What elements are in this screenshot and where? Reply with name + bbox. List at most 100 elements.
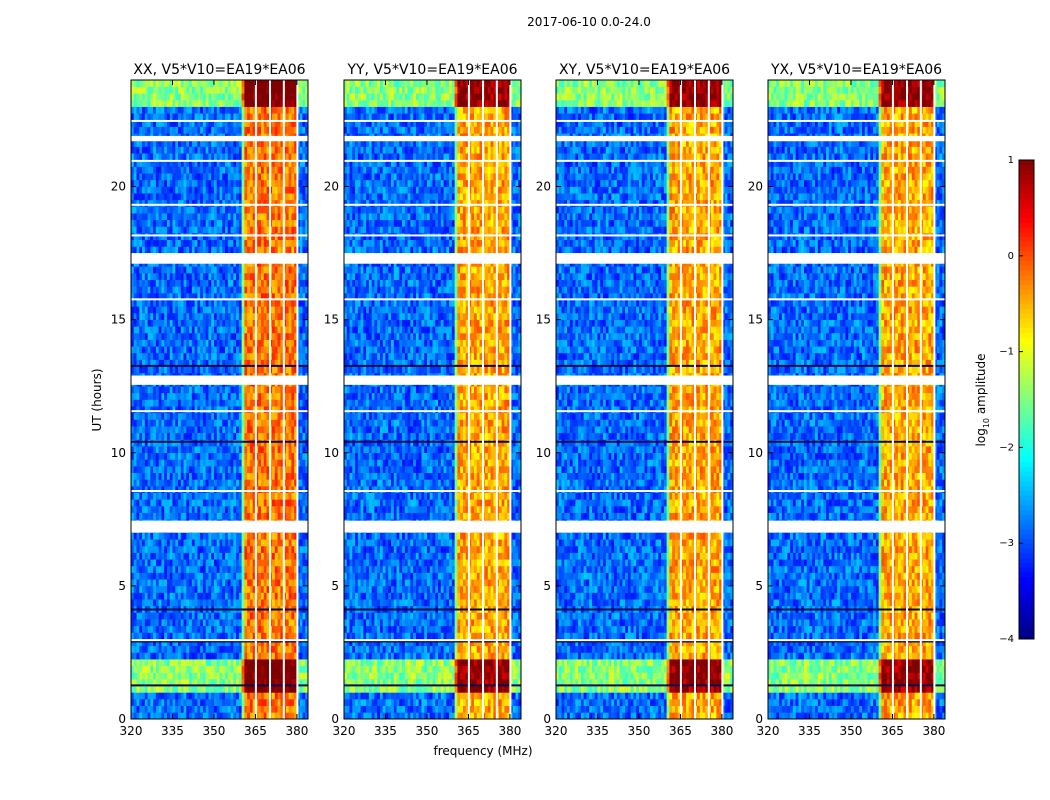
heatmap-cell xyxy=(200,545,204,553)
heatmap-cell xyxy=(244,499,248,507)
heatmap-cell xyxy=(183,512,187,520)
heatmap-cell xyxy=(169,672,173,680)
heatmap-cell xyxy=(216,386,220,394)
heatmap-cell xyxy=(230,639,234,647)
heatmap-cell xyxy=(227,559,231,567)
heatmap-cell xyxy=(197,512,201,520)
heatmap-cell xyxy=(183,266,187,274)
heatmap-cell xyxy=(197,213,201,221)
heatmap-cell xyxy=(288,312,292,320)
heatmap-cell xyxy=(200,213,204,221)
heatmap-cell xyxy=(175,392,179,400)
heatmap-cell xyxy=(144,392,148,400)
heatmap-cell xyxy=(136,279,140,287)
heatmap-cell xyxy=(150,679,154,687)
heatmap-cell xyxy=(280,559,284,567)
heatmap-cell xyxy=(208,632,212,640)
heatmap-cell xyxy=(189,399,193,407)
heatmap-cell xyxy=(133,592,137,600)
heatmap-cell xyxy=(131,279,135,287)
heatmap-cell xyxy=(208,419,212,427)
heatmap-cell xyxy=(191,213,195,221)
heatmap-cell xyxy=(266,579,270,587)
heatmap-cell xyxy=(266,672,270,680)
heatmap-cell xyxy=(272,632,276,640)
heatmap-cell xyxy=(178,486,182,493)
heatmap-cell xyxy=(131,652,135,660)
heatmap-cell xyxy=(255,286,259,294)
heatmap-cell xyxy=(233,359,237,367)
heatmap-cell xyxy=(299,199,303,207)
heatmap-cell xyxy=(133,506,137,513)
heatmap-cell xyxy=(208,386,212,394)
heatmap-cell xyxy=(158,206,162,214)
heatmap-cell xyxy=(205,466,209,474)
heatmap-cell xyxy=(183,199,187,207)
heatmap-cell xyxy=(233,332,237,340)
heatmap-cell xyxy=(175,612,179,620)
heatmap-cell xyxy=(202,293,206,300)
heatmap-cell xyxy=(211,399,215,407)
heatmap-cell xyxy=(186,545,190,553)
heatmap-cell xyxy=(194,446,198,454)
heatmap-cell xyxy=(211,532,215,540)
heatmap-cell xyxy=(266,266,270,274)
heatmap-cell xyxy=(200,279,204,287)
heatmap-cell xyxy=(249,705,253,713)
heatmap-cell xyxy=(131,685,135,693)
heatmap-cell xyxy=(142,572,146,580)
heatmap-cell xyxy=(180,219,184,227)
heatmap-cell xyxy=(252,479,256,487)
heatmap-cell xyxy=(180,273,184,280)
heatmap-cell xyxy=(166,432,171,440)
heatmap-cell xyxy=(172,499,176,507)
heatmap-cell xyxy=(274,612,278,620)
heatmap-cell xyxy=(183,432,187,440)
heatmap-cell xyxy=(205,599,209,607)
heatmap-cell xyxy=(200,579,204,587)
heatmap-cell xyxy=(285,346,289,354)
heatmap-cell xyxy=(299,319,303,327)
heatmap-cell xyxy=(238,399,242,407)
heatmap-cell xyxy=(222,459,226,467)
heatmap-cell xyxy=(274,339,278,347)
heatmap-cell xyxy=(186,652,190,660)
heatmap-cell xyxy=(260,492,265,500)
heatmap-cell xyxy=(227,326,231,334)
heatmap-cell xyxy=(175,559,179,567)
heatmap-cell xyxy=(133,446,137,454)
heatmap-cell xyxy=(249,552,253,560)
heatmap-cell xyxy=(194,279,198,287)
heatmap-cell xyxy=(142,552,146,560)
heatmap-cell xyxy=(183,479,187,487)
heatmap-cell xyxy=(252,512,256,520)
heatmap-cell xyxy=(225,665,229,673)
heatmap-cell xyxy=(158,479,162,487)
heatmap-cell xyxy=(153,406,157,414)
heatmap-cell xyxy=(233,312,237,320)
heatmap-cell xyxy=(272,446,276,454)
heatmap-cell xyxy=(150,632,154,640)
heatmap-cell xyxy=(147,306,151,314)
heatmap-cell xyxy=(277,612,281,620)
heatmap-cell xyxy=(277,506,281,513)
heatmap-cell xyxy=(288,386,292,394)
heatmap-cell xyxy=(189,213,193,221)
heatmap-cell xyxy=(155,326,159,334)
heatmap-cell xyxy=(233,213,237,221)
heatmap-cell xyxy=(233,592,237,600)
heatmap-cell xyxy=(302,432,306,440)
heatmap-cell xyxy=(288,692,292,700)
heatmap-cell xyxy=(208,665,212,673)
heatmap-cell xyxy=(180,306,184,314)
heatmap-cell xyxy=(150,432,154,440)
heatmap-cell xyxy=(260,226,265,234)
heatmap-cell xyxy=(208,492,212,500)
heatmap-cell xyxy=(258,486,262,493)
heatmap-cell xyxy=(244,492,248,500)
heatmap-cell xyxy=(263,213,267,221)
heatmap-cell xyxy=(136,452,140,460)
heatmap-cell xyxy=(274,346,278,354)
heatmap-cell xyxy=(186,665,190,673)
heatmap-cell xyxy=(131,399,135,407)
